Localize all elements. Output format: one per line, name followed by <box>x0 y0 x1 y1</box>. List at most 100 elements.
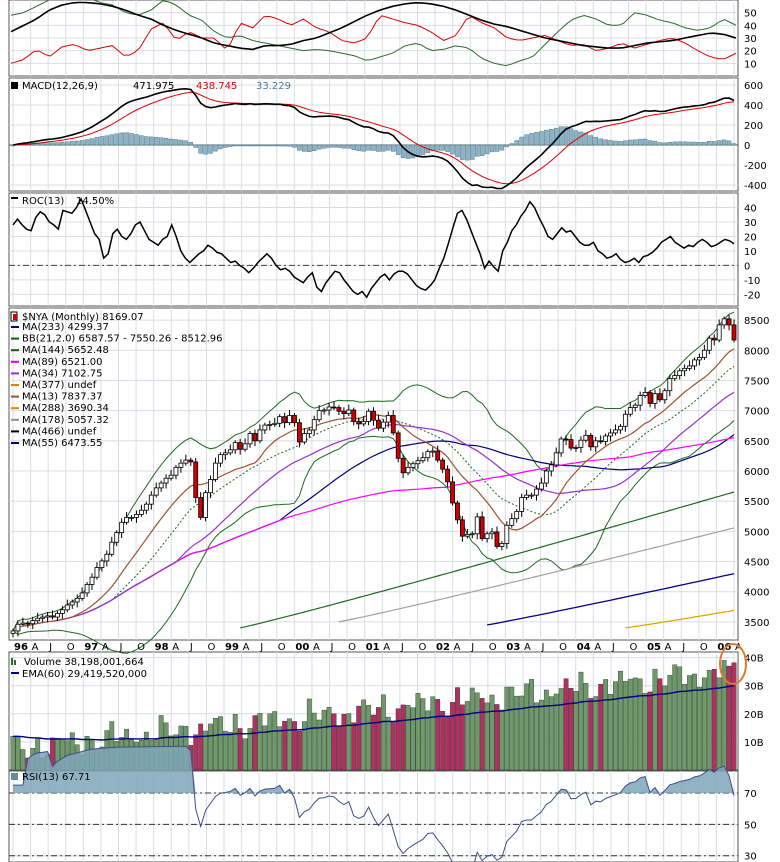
macd-histogram-bar <box>228 144 233 147</box>
volume-bar <box>287 718 292 771</box>
macd-histogram-bar <box>277 144 282 147</box>
candle-up <box>183 459 189 464</box>
macd-histogram-bar <box>578 131 584 146</box>
macd-histogram-bar <box>45 142 50 146</box>
candle-down <box>598 440 604 443</box>
macd-line <box>12 87 735 190</box>
top-red-line <box>10 15 737 64</box>
candle-up <box>627 407 633 415</box>
candle-up <box>499 543 505 547</box>
volume-bar <box>336 726 342 771</box>
x-tick-label: A <box>524 642 531 653</box>
volume-bar <box>385 716 391 771</box>
y-tick-label: -200 <box>744 161 767 172</box>
macd-histogram-bar <box>366 144 371 151</box>
volume-bar <box>479 698 485 771</box>
macd-histogram-bar <box>203 144 208 155</box>
volume-bar <box>227 732 233 771</box>
candle-up <box>262 424 268 431</box>
macd-histogram-bar <box>395 144 401 155</box>
macd-histogram-bar <box>711 141 717 146</box>
volume-bar <box>692 673 697 771</box>
candle-down <box>292 415 297 424</box>
macd-histogram-bar <box>623 140 628 146</box>
candle-down <box>376 419 381 429</box>
candle-up <box>272 422 278 425</box>
y-tick-label: 0 <box>744 141 750 152</box>
macd-histogram-bar <box>470 144 475 160</box>
volume-bar <box>356 705 362 771</box>
candle-up <box>539 482 544 490</box>
y-tick-label: 3500 <box>744 618 769 629</box>
volume-bar <box>529 679 534 771</box>
candle-up <box>558 438 564 454</box>
x-tick-label: 01 <box>366 642 380 653</box>
legend-swatch <box>11 430 19 433</box>
volume-panel: 40B 30B 20B 10B <box>10 654 764 771</box>
volume-bar <box>232 713 238 771</box>
volume-bar <box>450 702 455 771</box>
x-tick-label: O <box>348 642 356 653</box>
panel-frame <box>8 307 739 641</box>
macd-histogram-bar <box>94 137 100 146</box>
candle-up <box>430 450 436 453</box>
volume-bar <box>267 713 273 771</box>
macd-histogram-bar <box>321 144 327 149</box>
macd-histogram-bar <box>311 144 317 151</box>
x-tick-label: A <box>383 642 390 653</box>
macd-histogram-bar <box>346 144 352 149</box>
roc-value: 14.50% <box>76 196 114 207</box>
macd-histogram-bar <box>60 142 65 146</box>
macd-histogram-bar <box>307 144 312 152</box>
price-legend-swatch-fill <box>13 314 17 320</box>
macd-histogram-bar <box>598 138 603 146</box>
macd-histogram-bar <box>316 144 322 150</box>
y-tick-label: 20B <box>744 710 764 721</box>
candle-down <box>400 457 406 474</box>
candle-down <box>459 519 465 537</box>
volume-bar <box>405 705 411 771</box>
candle-up <box>55 613 60 618</box>
candle-up <box>84 584 90 594</box>
macd-histogram-bar <box>529 133 534 146</box>
macd-histogram-bar <box>450 144 455 155</box>
macd-histogram-bar <box>484 144 490 155</box>
volume-bar <box>622 681 628 771</box>
candle-down <box>435 450 441 461</box>
x-tick-label: J <box>48 642 52 653</box>
volume-bar <box>415 693 421 771</box>
candle-up <box>94 567 100 578</box>
volume-bar <box>504 686 510 771</box>
volume-bar <box>598 683 604 771</box>
candle-up <box>677 370 683 377</box>
volume-bar <box>410 707 416 771</box>
y-tick-label: 40 <box>744 21 757 32</box>
candle-up <box>163 477 169 484</box>
candle-up <box>158 482 164 489</box>
volume-bar <box>489 694 495 771</box>
volume-bar <box>588 698 594 771</box>
ema-legend-swatch <box>11 672 19 674</box>
y-tick-label: 400 <box>744 101 763 112</box>
candle-up <box>20 622 26 625</box>
macd-histogram-bar <box>613 140 618 146</box>
y-tick-label: 40B <box>744 654 764 665</box>
macd-histogram-bar <box>247 144 253 147</box>
volume-bar <box>469 687 475 771</box>
macd-histogram-bar <box>326 144 332 148</box>
candle-up <box>524 494 529 498</box>
volume-bar <box>534 702 539 771</box>
candle-up <box>306 429 312 434</box>
macd-histogram-bar <box>292 144 297 148</box>
volume-bar <box>494 704 500 771</box>
macd-histogram-bar <box>400 144 406 158</box>
x-tick-label: 05 <box>647 642 661 653</box>
macd-histogram-bar <box>173 139 179 146</box>
macd-histogram-bar <box>731 143 737 146</box>
price-panel: 8500 8000 7500 7000 6500 6000 5500 5000 4500 4000… <box>10 311 769 654</box>
bollinger-upper <box>12 311 735 632</box>
macd-histogram-bar <box>218 144 223 150</box>
macd-histogram-bar <box>178 139 184 146</box>
x-tick-label: A <box>735 642 742 653</box>
